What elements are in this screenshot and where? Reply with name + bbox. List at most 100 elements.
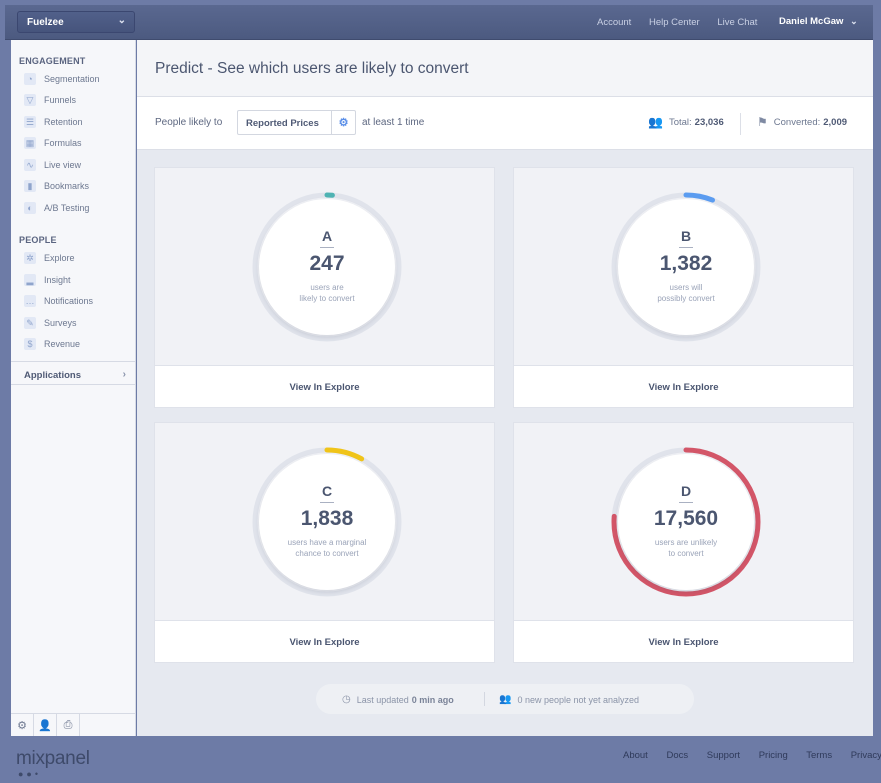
sidebar-item-retention[interactable]: ☰ Retention xyxy=(24,114,83,130)
sidebar-item-formulas[interactable]: ▦ Formulas xyxy=(24,135,82,151)
view-in-explore-button[interactable]: View In Explore xyxy=(155,620,494,662)
filter-prefix: People likely to xyxy=(155,117,223,128)
divider xyxy=(679,502,693,503)
printer-icon[interactable]: ⎙ xyxy=(57,714,80,736)
segment-letter: C xyxy=(321,483,333,499)
last-updated: ◷ Last updated 0 min ago xyxy=(342,694,454,705)
terms-link[interactable]: Terms xyxy=(806,750,833,761)
view-in-explore-button[interactable]: View In Explore xyxy=(514,620,853,662)
view-in-explore-button[interactable]: View In Explore xyxy=(514,365,853,407)
converted-stat: ⚑ Converted: 2,009 xyxy=(757,115,847,129)
footer-links: About Docs Support Pricing Terms Privacy xyxy=(623,750,881,761)
user-icon[interactable]: 👤 xyxy=(34,714,57,736)
top-bar: Fuelzee ⌄ Account Help Center Live Chat … xyxy=(5,5,873,40)
segment-circle: B 1,382 users will possibly convert xyxy=(618,199,754,335)
funnel-icon: ▽ xyxy=(24,94,36,106)
sidebar-item-label: Notifications xyxy=(44,296,94,306)
segment-count: 17,560 xyxy=(653,507,719,530)
users-icon: 👥 xyxy=(499,694,512,705)
user-menu[interactable]: Daniel McGaw ⌄ xyxy=(779,16,858,27)
page-title: Predict - See which users are likely to … xyxy=(155,60,469,77)
bookmark-icon: ▮ xyxy=(24,180,36,192)
progress-ring xyxy=(252,447,402,597)
gear-icon[interactable]: ⚙ xyxy=(11,714,34,736)
sidebar-item-surveys[interactable]: ✎ Surveys xyxy=(24,315,77,331)
bar-chart-icon: ▂ xyxy=(24,274,36,286)
chevron-down-icon: ⌄ xyxy=(850,16,858,26)
sidebar-item-ab-testing[interactable]: ◐ A/B Testing xyxy=(24,200,89,216)
segment-circle: D 17,560 users are unlikely to convert xyxy=(618,454,754,590)
sidebar-item-label: Retention xyxy=(44,117,83,127)
ring-progress-arc xyxy=(611,447,761,597)
filter-suffix: at least 1 time xyxy=(362,117,425,128)
segment-card-c: C 1,838 users have a marginal chance to … xyxy=(154,422,495,663)
segment-card-b: B 1,382 users will possibly convert View… xyxy=(513,167,854,408)
project-selector[interactable]: Fuelzee ⌄ xyxy=(17,11,135,33)
divider xyxy=(740,113,741,135)
segment-description: users are unlikely to convert xyxy=(654,538,718,558)
divider xyxy=(320,247,334,248)
flag-icon: ⚑ xyxy=(757,115,768,129)
sidebar-item-label: Funnels xyxy=(44,95,77,105)
pricing-link[interactable]: Pricing xyxy=(758,750,788,761)
support-link[interactable]: Support xyxy=(706,750,741,761)
user-name: Daniel McGaw xyxy=(779,16,844,27)
help-center-link[interactable]: Help Center xyxy=(648,17,700,28)
circle-area: D 17,560 users are unlikely to convert xyxy=(514,423,853,620)
pie-chart-icon: ◔ xyxy=(24,73,36,85)
progress-ring xyxy=(611,447,761,597)
engagement-section-title: ENGAGEMENT xyxy=(19,56,86,66)
segment-count: 1,382 xyxy=(659,252,713,275)
chevron-down-icon: ⌄ xyxy=(117,15,126,26)
new-people: 👥 0 new people not yet analyzed xyxy=(499,694,639,705)
segment-count: 247 xyxy=(309,252,345,275)
live-chat-link[interactable]: Live Chat xyxy=(717,17,758,28)
privacy-link[interactable]: Privacy xyxy=(850,750,881,761)
sidebar-item-revenue[interactable]: $ Revenue xyxy=(24,336,80,352)
gear-icon[interactable]: ⚙ xyxy=(331,111,355,134)
event-selector[interactable]: Reported Prices ⚙ xyxy=(237,110,356,135)
compass-icon: ✲ xyxy=(24,252,36,264)
progress-ring xyxy=(611,192,761,342)
segment-card-a: A 247 users are likely to convert View I… xyxy=(154,167,495,408)
segment-description: users have a marginal chance to convert xyxy=(287,538,367,558)
main-content: Predict - See which users are likely to … xyxy=(137,40,873,736)
sidebar-item-insight[interactable]: ▂ Insight xyxy=(24,272,71,288)
sidebar-item-notifications[interactable]: … Notifications xyxy=(24,293,93,309)
circle-area: A 247 users are likely to convert xyxy=(155,168,494,365)
sidebar-item-bookmarks[interactable]: ▮ Bookmarks xyxy=(24,178,89,194)
sidebar-item-label: Revenue xyxy=(44,339,81,349)
sidebar-item-explore[interactable]: ✲ Explore xyxy=(24,250,75,266)
about-link[interactable]: About xyxy=(623,750,648,761)
divider xyxy=(679,247,693,248)
event-name: Reported Prices xyxy=(246,118,319,129)
new-people-text: 0 new people not yet analyzed xyxy=(517,694,640,705)
segment-letter: B xyxy=(680,228,692,244)
sidebar-item-label: Bookmarks xyxy=(44,181,90,191)
ab-testing-icon: ◐ xyxy=(24,202,36,214)
docs-link[interactable]: Docs xyxy=(666,750,689,761)
total-stat: 👥 Total: 23,036 xyxy=(648,115,724,129)
segment-description: users are likely to convert xyxy=(299,283,355,303)
converted-label: Converted: xyxy=(773,116,821,128)
segment-letter: A xyxy=(321,228,333,244)
dollar-icon: $ xyxy=(24,338,36,350)
sidebar-bottom-toolbar: ⚙ 👤 ⎙ xyxy=(11,713,136,736)
mixpanel-logo[interactable]: mixpanel xyxy=(16,748,90,769)
segment-card-d: D 17,560 users are unlikely to convert V… xyxy=(513,422,854,663)
applications-label: Applications xyxy=(24,370,82,381)
sidebar-item-segmentation[interactable]: ◔ Segmentation xyxy=(24,71,100,87)
segment-description: users will possibly convert xyxy=(657,283,715,303)
sidebar-item-funnels[interactable]: ▽ Funnels xyxy=(24,92,76,108)
survey-icon: ✎ xyxy=(24,317,36,329)
clock-icon: ◷ xyxy=(342,694,351,705)
updated-label: Last updated xyxy=(356,694,409,705)
account-link[interactable]: Account xyxy=(597,17,632,28)
applications-menu[interactable]: Applications › xyxy=(11,361,136,385)
chat-icon: … xyxy=(24,295,36,307)
page-header: Predict - See which users are likely to … xyxy=(137,40,873,97)
total-label: Total: xyxy=(668,116,692,128)
sidebar-item-live-view[interactable]: ∿ Live view xyxy=(24,157,81,173)
view-in-explore-button[interactable]: View In Explore xyxy=(155,365,494,407)
sidebar-item-label: Live view xyxy=(44,160,82,170)
